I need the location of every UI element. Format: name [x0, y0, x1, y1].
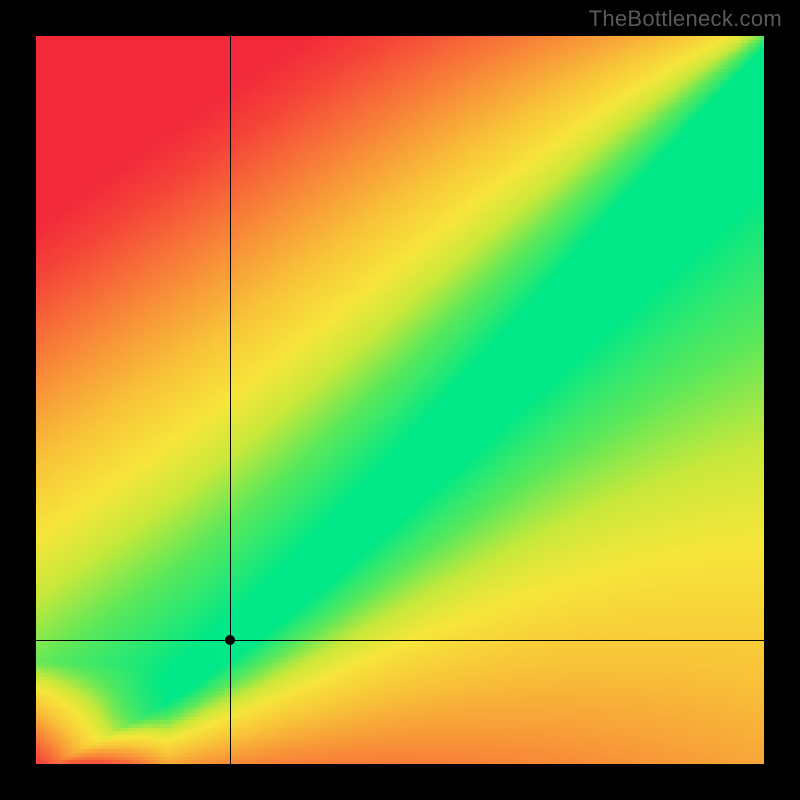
heatmap-canvas: [36, 36, 764, 764]
crosshair-point: [225, 635, 235, 645]
watermark-text: TheBottleneck.com: [589, 6, 782, 32]
crosshair-horizontal: [36, 640, 764, 641]
heatmap-plot: [36, 36, 764, 764]
crosshair-vertical: [230, 36, 231, 764]
